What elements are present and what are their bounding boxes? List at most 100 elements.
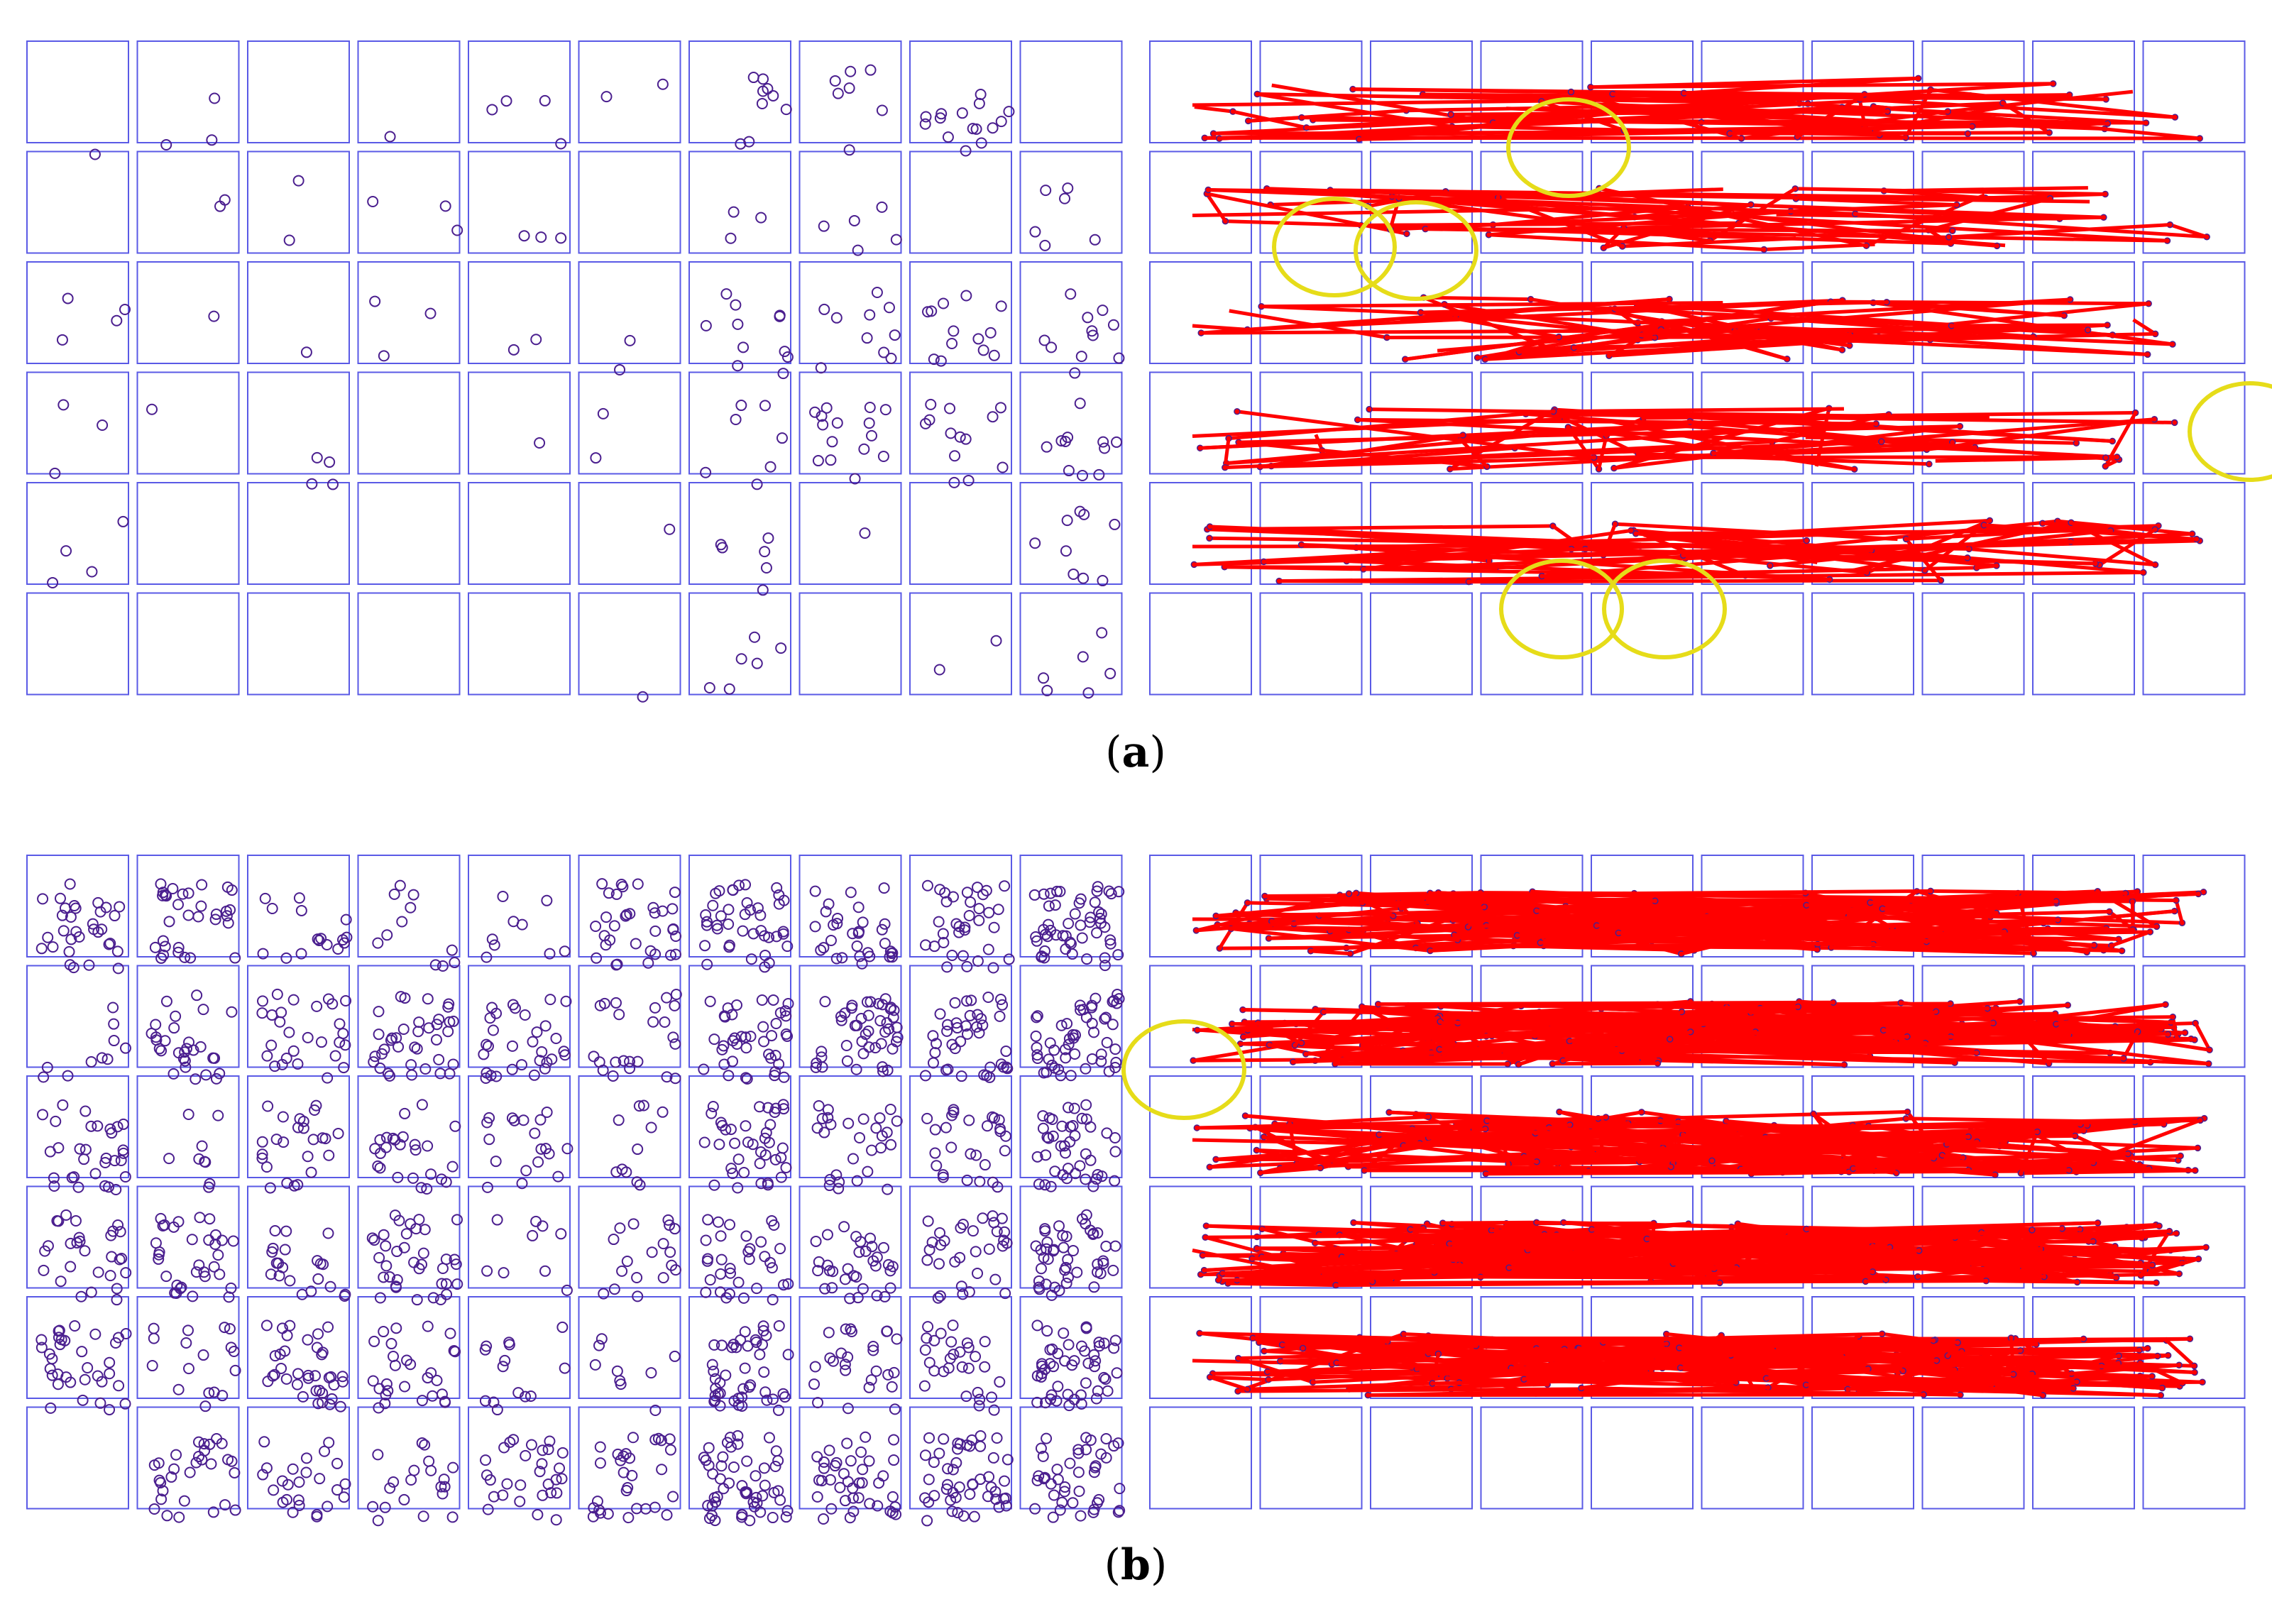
point-marker xyxy=(104,1368,114,1378)
point-marker xyxy=(488,934,498,944)
point-marker xyxy=(854,1247,864,1257)
point-marker xyxy=(759,1251,769,1261)
point-marker xyxy=(887,353,896,363)
point-marker xyxy=(423,994,433,1004)
point-marker xyxy=(262,1051,272,1061)
point-marker xyxy=(1082,312,1092,322)
point-marker xyxy=(402,1229,412,1239)
point-marker xyxy=(258,996,268,1006)
point-marker xyxy=(197,1141,207,1151)
point-marker xyxy=(281,953,291,963)
point-marker xyxy=(865,418,874,428)
point-marker xyxy=(558,1448,568,1458)
point-marker xyxy=(846,1456,856,1466)
point-marker xyxy=(984,1244,994,1254)
point-marker xyxy=(259,1437,269,1447)
point-marker xyxy=(813,1398,823,1408)
point-marker xyxy=(959,1511,969,1521)
point-marker xyxy=(992,1433,1002,1443)
point-marker xyxy=(1038,673,1048,683)
point-marker xyxy=(395,881,405,891)
point-marker xyxy=(842,1438,852,1448)
point-marker xyxy=(930,1148,940,1158)
point-marker xyxy=(301,1468,311,1478)
grid-cell xyxy=(689,1297,791,1398)
point-marker xyxy=(964,1364,974,1373)
point-marker xyxy=(750,632,759,642)
point-marker xyxy=(988,123,998,133)
point-marker xyxy=(97,1053,107,1063)
point-marker xyxy=(268,1485,278,1495)
point-marker xyxy=(923,881,933,891)
point-marker xyxy=(507,1041,517,1051)
point-marker xyxy=(303,1151,313,1161)
point-marker xyxy=(881,405,891,415)
point-marker xyxy=(984,908,994,918)
point-marker xyxy=(556,1229,566,1239)
point-marker xyxy=(520,231,529,241)
grid-cell xyxy=(138,1076,239,1178)
point-marker xyxy=(183,1325,193,1335)
point-marker xyxy=(1065,289,1075,299)
point-marker xyxy=(880,919,890,929)
point-marker xyxy=(373,1006,383,1016)
point-marker xyxy=(716,911,726,921)
point-marker xyxy=(961,291,971,301)
point-marker xyxy=(1052,1464,1062,1474)
point-marker xyxy=(289,1046,299,1056)
grid-cell xyxy=(1021,152,1122,253)
point-marker xyxy=(889,1455,899,1465)
point-marker xyxy=(971,1246,981,1256)
grid-cell xyxy=(1923,1408,2024,1509)
point-marker xyxy=(756,1237,766,1247)
point-marker xyxy=(1046,1479,1056,1489)
point-marker xyxy=(948,892,958,902)
point-marker xyxy=(551,1033,561,1043)
point-marker xyxy=(658,1107,668,1117)
point-marker xyxy=(174,1513,184,1522)
point-marker xyxy=(53,1143,63,1153)
point-marker xyxy=(725,1219,735,1229)
point-marker xyxy=(843,1264,853,1274)
point-marker xyxy=(739,1293,749,1303)
point-marker xyxy=(1099,444,1109,454)
point-marker xyxy=(414,1017,424,1027)
point-marker xyxy=(270,1226,280,1236)
point-marker xyxy=(887,1382,897,1392)
point-marker xyxy=(385,132,395,142)
point-marker xyxy=(231,1505,241,1515)
point-marker xyxy=(1070,1049,1080,1059)
point-marker xyxy=(976,89,986,99)
point-marker xyxy=(1030,538,1040,548)
grid-cell xyxy=(468,373,570,474)
point-marker xyxy=(813,1492,823,1502)
point-marker xyxy=(1100,953,1110,962)
point-marker xyxy=(816,363,826,373)
point-marker xyxy=(1039,889,1049,899)
point-marker xyxy=(702,960,712,970)
point-marker xyxy=(867,1146,877,1156)
point-marker xyxy=(1096,1268,1106,1278)
point-marker xyxy=(537,1445,547,1455)
point-marker xyxy=(950,451,960,461)
point-markers xyxy=(48,65,1124,702)
point-marker xyxy=(596,1458,605,1468)
point-marker xyxy=(588,1051,598,1061)
point-marker xyxy=(961,434,971,444)
grid-cell xyxy=(358,593,460,695)
point-marker xyxy=(888,1508,898,1518)
grid-cell xyxy=(27,373,128,474)
point-marker xyxy=(114,1381,124,1390)
point-marker xyxy=(56,1276,66,1286)
point-marker xyxy=(331,1051,341,1061)
point-marker xyxy=(879,883,889,893)
point-marker xyxy=(113,946,123,956)
point-marker xyxy=(764,1433,774,1443)
grid-cell xyxy=(910,152,1011,253)
point-marker xyxy=(976,1431,986,1441)
panel-a-caption-letter: a xyxy=(1122,728,1150,777)
grid-cell xyxy=(2144,1076,2245,1178)
point-marker xyxy=(747,954,757,964)
point-marker xyxy=(1081,1100,1091,1110)
grid-cell xyxy=(248,593,349,695)
